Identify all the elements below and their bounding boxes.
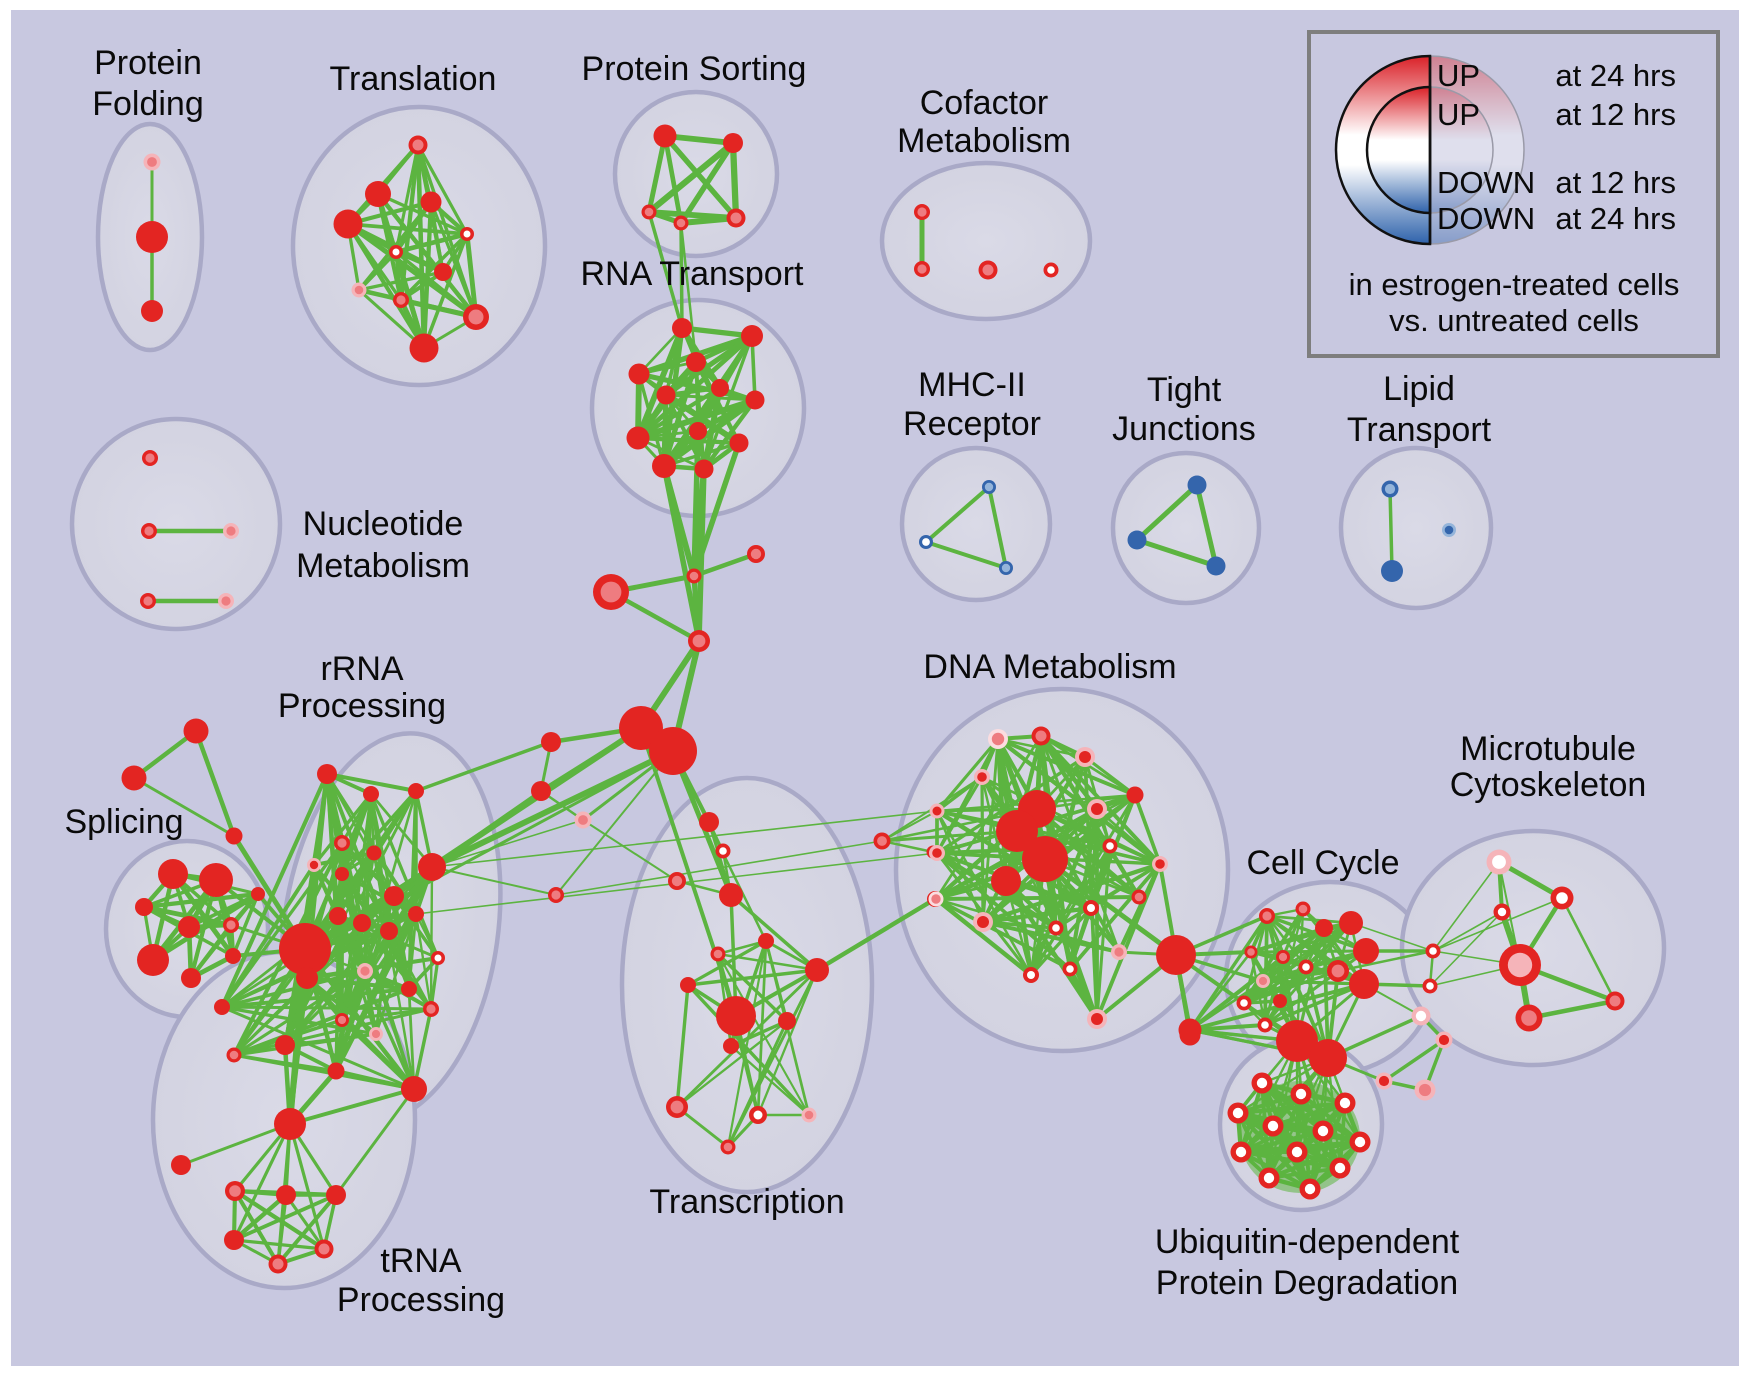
svg-text:Protein: Protein bbox=[94, 44, 202, 82]
svg-text:Transcription: Transcription bbox=[649, 1183, 844, 1221]
svg-text:Protein Degradation: Protein Degradation bbox=[1156, 1264, 1458, 1302]
svg-text:Ubiquitin-dependent: Ubiquitin-dependent bbox=[1155, 1223, 1460, 1261]
svg-text:Metabolism: Metabolism bbox=[897, 122, 1071, 160]
svg-text:Junctions: Junctions bbox=[1112, 410, 1256, 448]
svg-text:Microtubule: Microtubule bbox=[1460, 730, 1636, 768]
svg-text:MHC-II: MHC-II bbox=[918, 366, 1026, 404]
svg-text:Cofactor: Cofactor bbox=[920, 84, 1049, 122]
svg-text:UP: UP bbox=[1437, 58, 1480, 93]
svg-text:Processing: Processing bbox=[278, 687, 446, 725]
svg-text:in estrogen-treated cells: in estrogen-treated cells bbox=[1349, 267, 1680, 302]
svg-text:Receptor: Receptor bbox=[903, 405, 1041, 443]
svg-text:Transport: Transport bbox=[1347, 411, 1492, 449]
svg-text:Splicing: Splicing bbox=[64, 803, 183, 841]
svg-text:DNA Metabolism: DNA Metabolism bbox=[923, 648, 1176, 686]
svg-text:Metabolism: Metabolism bbox=[296, 547, 470, 585]
svg-text:rRNA: rRNA bbox=[320, 650, 403, 688]
svg-text:Folding: Folding bbox=[92, 85, 204, 123]
svg-text:Tight: Tight bbox=[1147, 371, 1222, 409]
svg-text:UP: UP bbox=[1437, 97, 1480, 132]
svg-text:at 12 hrs: at 12 hrs bbox=[1555, 165, 1676, 200]
svg-text:Cell Cycle: Cell Cycle bbox=[1246, 844, 1399, 882]
svg-text:DOWN: DOWN bbox=[1437, 201, 1535, 236]
svg-text:vs. untreated cells: vs. untreated cells bbox=[1389, 303, 1639, 338]
svg-text:Lipid: Lipid bbox=[1383, 370, 1455, 408]
svg-text:DOWN: DOWN bbox=[1437, 165, 1535, 200]
svg-text:Processing: Processing bbox=[337, 1281, 505, 1319]
svg-text:Translation: Translation bbox=[330, 60, 497, 98]
svg-text:at 24 hrs: at 24 hrs bbox=[1555, 58, 1676, 93]
svg-text:RNA Transport: RNA Transport bbox=[581, 255, 805, 293]
svg-text:at 24 hrs: at 24 hrs bbox=[1555, 201, 1676, 236]
svg-text:Nucleotide: Nucleotide bbox=[303, 505, 464, 543]
svg-text:Protein Sorting: Protein Sorting bbox=[582, 50, 807, 88]
svg-text:at 12 hrs: at 12 hrs bbox=[1555, 97, 1676, 132]
svg-text:Cytoskeleton: Cytoskeleton bbox=[1450, 766, 1647, 804]
svg-text:tRNA: tRNA bbox=[380, 1242, 462, 1280]
